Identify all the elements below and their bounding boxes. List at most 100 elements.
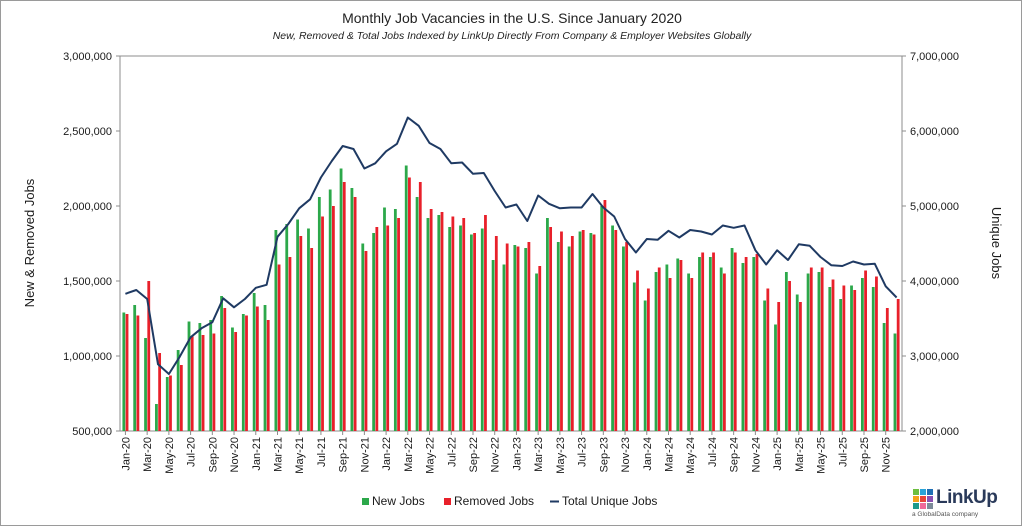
bar-removed-jobs [223, 308, 227, 431]
bar-new-jobs [480, 228, 484, 431]
plot-area [119, 55, 903, 432]
bar-new-jobs [383, 207, 386, 431]
bar-new-jobs [654, 272, 658, 431]
x-axis-tick-label: May-20 [164, 437, 176, 474]
bar-new-jobs [393, 209, 397, 431]
bar-removed-jobs [158, 353, 162, 431]
bar-removed-jobs [646, 288, 650, 431]
bar-new-jobs [296, 219, 300, 431]
bar-removed-jobs [516, 246, 520, 431]
bar-new-jobs [784, 272, 788, 431]
bar-new-jobs [839, 299, 843, 431]
bar-new-jobs [774, 324, 777, 431]
bar-new-jobs [589, 233, 593, 431]
x-axis-tick-label: Mar-20 [142, 437, 154, 472]
bar-removed-jobs [484, 215, 487, 431]
bar-removed-jobs [799, 302, 802, 431]
x-axis-tick-label: Jan-25 [772, 437, 784, 471]
right-axis-title: Unique Jobs [989, 207, 1004, 280]
bar-removed-jobs [201, 335, 205, 431]
bar-new-jobs [850, 285, 853, 431]
bar-removed-jobs [331, 206, 335, 431]
bar-new-jobs [600, 206, 604, 431]
bar-removed-jobs [560, 231, 563, 431]
line-total-unique-jobs [125, 116, 898, 375]
bar-new-jobs [176, 350, 180, 431]
bar-new-jobs [372, 233, 376, 431]
x-axis-tick-label: Nov-22 [490, 437, 502, 472]
bar-new-jobs [535, 273, 538, 431]
left-axis-title: New & Removed Jobs [22, 178, 37, 307]
bar-removed-jobs [625, 242, 629, 431]
bar-new-jobs [155, 404, 158, 431]
bar-new-jobs [285, 224, 289, 431]
right-axis-tick-label: 6,000,000 [910, 126, 959, 138]
bar-new-jobs [437, 215, 441, 431]
bar-removed-jobs [462, 218, 466, 431]
bar-removed-jobs [125, 314, 129, 431]
bar-removed-jobs [831, 279, 835, 431]
bar-removed-jobs [712, 252, 715, 431]
bar-removed-jobs [853, 290, 857, 431]
x-axis-tick-label: Sep-20 [207, 437, 219, 472]
bar-removed-jobs [494, 236, 498, 431]
x-axis-tick-label: Nov-21 [359, 437, 371, 472]
linkup-logo-icon [913, 489, 933, 509]
bar-removed-jobs [809, 267, 813, 431]
bar-removed-jobs [820, 267, 824, 431]
bar-new-jobs [556, 242, 560, 431]
bar-new-jobs [524, 248, 528, 431]
linkup-logo-wordmark: LinkUp [936, 487, 998, 508]
bar-new-jobs [350, 188, 354, 431]
bar-new-jobs [469, 234, 473, 431]
bar-new-jobs [404, 165, 408, 431]
bar-new-jobs [491, 260, 495, 431]
bar-removed-jobs [418, 182, 422, 431]
bar-new-jobs [448, 227, 452, 431]
bar-new-jobs [622, 246, 625, 431]
bar-new-jobs [133, 305, 137, 431]
x-axis-tick-label: Jul-23 [577, 437, 589, 467]
x-axis-tick-label: Jul-20 [186, 437, 198, 467]
bar-new-jobs [643, 300, 647, 431]
bar-removed-jobs [755, 254, 759, 431]
bar-new-jobs [241, 314, 245, 431]
bar-removed-jobs [668, 278, 672, 431]
bar-removed-jobs [353, 197, 357, 431]
bar-new-jobs [698, 257, 701, 431]
bar-new-jobs [893, 333, 897, 431]
bar-new-jobs [187, 321, 191, 431]
bar-removed-jobs [614, 230, 618, 431]
bar-new-jobs [502, 264, 506, 431]
x-axis-tick-label: Mar-25 [794, 437, 806, 472]
bar-removed-jobs [375, 227, 379, 431]
x-axis-tick-label: Mar-21 [272, 437, 284, 472]
bar-new-jobs [339, 168, 343, 431]
bar-removed-jobs [570, 236, 574, 431]
bar-new-jobs [752, 257, 756, 431]
bar-removed-jobs [733, 252, 737, 431]
left-axis-tick-label: 2,500,000 [63, 126, 112, 138]
left-axis-tick-label: 1,500,000 [63, 276, 112, 288]
bar-new-jobs [231, 327, 234, 431]
bar-removed-jobs [505, 243, 509, 431]
x-axis-tick-label: Sep-21 [338, 437, 350, 472]
bar-new-jobs [328, 189, 332, 431]
bar-new-jobs [665, 264, 669, 431]
x-axis-tick-label: Jan-22 [381, 437, 393, 471]
bar-new-jobs [426, 218, 430, 431]
bar-new-jobs [632, 282, 636, 431]
bar-removed-jobs [885, 308, 889, 431]
right-axis-tick-label: 4,000,000 [910, 276, 959, 288]
legend-label-removed-jobs: Removed Jobs [454, 494, 534, 508]
bar-new-jobs [252, 293, 256, 431]
x-axis-tick-label: Jan-20 [120, 437, 132, 471]
right-axis-tick-label: 5,000,000 [910, 201, 959, 213]
bar-new-jobs [741, 263, 745, 431]
bar-removed-jobs [679, 260, 683, 431]
bar-removed-jobs [190, 336, 194, 431]
bar-removed-jobs [169, 375, 172, 431]
bar-new-jobs [806, 273, 810, 431]
bar-new-jobs [546, 218, 549, 431]
bar-removed-jobs [875, 276, 878, 431]
